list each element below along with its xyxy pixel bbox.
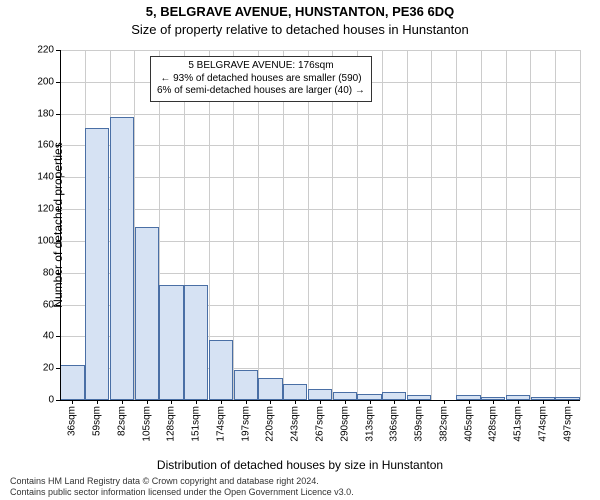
x-tick-label: 220sqm	[265, 406, 276, 442]
annotation-line3: 6% of semi-detached houses are larger (4…	[157, 85, 365, 98]
grid-line	[60, 177, 580, 178]
grid-line	[506, 50, 507, 400]
histogram-bar	[209, 340, 233, 400]
grid-line	[308, 50, 309, 400]
annotation-line2: ← 93% of detached houses are smaller (59…	[157, 73, 365, 86]
grid-line	[555, 50, 556, 400]
y-tick-label: 20	[43, 363, 60, 374]
grid-line	[407, 50, 408, 400]
x-tick-label: 267sqm	[315, 406, 326, 442]
grid-line	[357, 50, 358, 400]
histogram-bar	[184, 285, 208, 400]
y-tick-label: 100	[37, 235, 60, 246]
footer-line2: Contains public sector information licen…	[10, 487, 354, 498]
x-tick-label: 313sqm	[364, 406, 375, 442]
x-axis-label: Distribution of detached houses by size …	[0, 458, 600, 472]
grid-line	[60, 50, 580, 51]
histogram-bar	[110, 117, 134, 400]
y-axis-line	[60, 50, 61, 400]
x-tick-label: 174sqm	[215, 406, 226, 442]
grid-line	[60, 145, 580, 146]
y-tick-label: 180	[37, 108, 60, 119]
grid-line	[481, 50, 482, 400]
x-tick-label: 243sqm	[290, 406, 301, 442]
y-tick-label: 220	[37, 45, 60, 56]
grid-line	[431, 50, 432, 400]
x-tick-label: 451sqm	[513, 406, 524, 442]
y-tick-label: 160	[37, 140, 60, 151]
x-tick-label: 290sqm	[339, 406, 350, 442]
plot-region: 02040608010012014016018020022036sqm59sqm…	[60, 50, 580, 400]
grid-line	[456, 50, 457, 400]
x-tick-label: 359sqm	[414, 406, 425, 442]
x-tick-label: 497sqm	[562, 406, 573, 442]
chart-area: Number of detached properties 0204060801…	[60, 50, 580, 400]
x-tick-label: 82sqm	[116, 406, 127, 436]
histogram-bar	[135, 227, 159, 400]
histogram-bar	[234, 370, 258, 400]
grid-line	[332, 50, 333, 400]
histogram-bar	[382, 392, 406, 400]
y-tick-label: 0	[48, 395, 60, 406]
y-tick-label: 40	[43, 331, 60, 342]
x-tick-label: 336sqm	[389, 406, 400, 442]
x-tick-label: 59sqm	[92, 406, 103, 436]
annotation-box: 5 BELGRAVE AVENUE: 176sqm ← 93% of detac…	[150, 56, 372, 102]
footer-attribution: Contains HM Land Registry data © Crown c…	[10, 476, 354, 498]
x-tick-label: 197sqm	[240, 406, 251, 442]
y-tick-label: 80	[43, 267, 60, 278]
x-tick-label: 428sqm	[488, 406, 499, 442]
grid-line	[60, 114, 580, 115]
annotation-line1: 5 BELGRAVE AVENUE: 176sqm	[157, 60, 365, 73]
grid-line	[258, 50, 259, 400]
x-tick-label: 405sqm	[463, 406, 474, 442]
x-tick-label: 151sqm	[191, 406, 202, 442]
grid-line	[283, 50, 284, 400]
histogram-bar	[60, 365, 84, 400]
x-tick-label: 36sqm	[67, 406, 78, 436]
histogram-bar	[159, 285, 183, 400]
histogram-bar	[85, 128, 109, 400]
y-tick-label: 200	[37, 76, 60, 87]
histogram-bar	[258, 378, 282, 400]
y-tick-label: 60	[43, 299, 60, 310]
y-tick-label: 120	[37, 204, 60, 215]
histogram-bar	[333, 392, 357, 400]
grid-line	[382, 50, 383, 400]
x-axis-line	[60, 400, 580, 401]
x-tick-label: 382sqm	[438, 406, 449, 442]
x-tick-label: 128sqm	[166, 406, 177, 442]
x-tick-label: 474sqm	[537, 406, 548, 442]
grid-line	[233, 50, 234, 400]
x-tick-label: 105sqm	[141, 406, 152, 442]
chart-title-sub: Size of property relative to detached ho…	[0, 22, 600, 37]
histogram-bar	[308, 389, 332, 400]
y-tick-label: 140	[37, 172, 60, 183]
chart-title-main: 5, BELGRAVE AVENUE, HUNSTANTON, PE36 6DQ	[0, 4, 600, 19]
grid-line	[530, 50, 531, 400]
footer-line1: Contains HM Land Registry data © Crown c…	[10, 476, 354, 487]
grid-line	[580, 50, 581, 400]
grid-line	[60, 209, 580, 210]
histogram-bar	[283, 384, 307, 400]
